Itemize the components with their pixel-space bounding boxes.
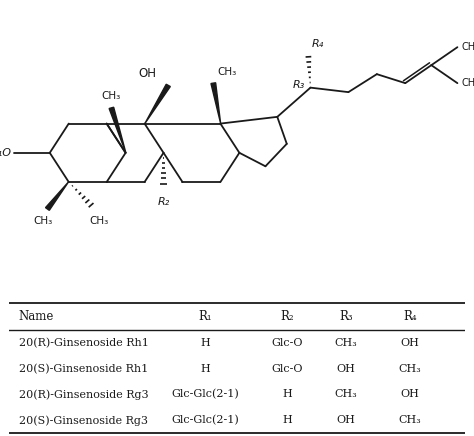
Polygon shape <box>109 107 126 153</box>
Text: Glc-Glc(2-1): Glc-Glc(2-1) <box>171 389 239 400</box>
Text: Glc-Glc(2-1): Glc-Glc(2-1) <box>171 415 239 426</box>
Polygon shape <box>145 84 170 124</box>
Text: 20(R)-Ginsenoside Rg3: 20(R)-Ginsenoside Rg3 <box>18 389 148 400</box>
Text: CH₃: CH₃ <box>335 389 357 399</box>
Text: CH₃: CH₃ <box>399 364 421 374</box>
Text: H: H <box>282 416 292 425</box>
Text: 20(R)-Ginsenoside Rh1: 20(R)-Ginsenoside Rh1 <box>18 338 148 348</box>
Text: R₄: R₄ <box>312 39 324 49</box>
Text: OH: OH <box>138 67 156 80</box>
Text: H: H <box>282 389 292 399</box>
Text: CH₃: CH₃ <box>461 42 474 52</box>
Text: OH: OH <box>401 338 419 348</box>
Text: R₂: R₂ <box>157 197 170 207</box>
Text: R₃: R₃ <box>292 80 305 90</box>
Text: CH₃: CH₃ <box>33 216 52 226</box>
Text: 20(S)-Ginsenoside Rh1: 20(S)-Ginsenoside Rh1 <box>18 364 148 374</box>
Text: R₂: R₂ <box>280 310 294 323</box>
Text: OH: OH <box>401 389 419 399</box>
Text: OH: OH <box>337 416 356 425</box>
Text: Name: Name <box>18 310 54 323</box>
Text: Glc-O: Glc-O <box>271 338 303 348</box>
Text: CH₃: CH₃ <box>399 416 421 425</box>
Text: CH₃: CH₃ <box>217 67 237 77</box>
Text: H: H <box>201 364 210 374</box>
Text: R₄: R₄ <box>403 310 417 323</box>
Text: CH₃: CH₃ <box>461 78 474 88</box>
Text: H: H <box>201 338 210 348</box>
Polygon shape <box>46 182 69 210</box>
Text: R₁: R₁ <box>198 310 212 323</box>
Text: CH₃: CH₃ <box>102 91 121 101</box>
Text: CH₃: CH₃ <box>89 216 108 226</box>
Polygon shape <box>211 83 220 123</box>
Text: Glc-O: Glc-O <box>271 364 303 374</box>
Text: 20(S)-Ginsenoside Rg3: 20(S)-Ginsenoside Rg3 <box>18 415 147 426</box>
Text: CH₃: CH₃ <box>335 338 357 348</box>
Text: R₃: R₃ <box>339 310 353 323</box>
Text: OH: OH <box>337 364 356 374</box>
Text: R₁O: R₁O <box>0 148 12 158</box>
